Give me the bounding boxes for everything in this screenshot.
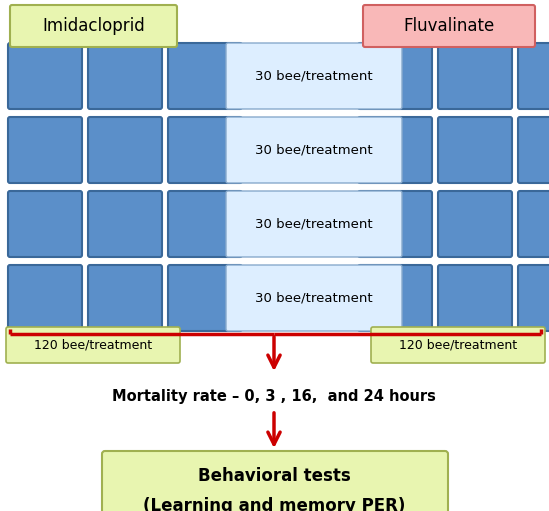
FancyBboxPatch shape [518, 117, 549, 183]
Text: Behavioral tests: Behavioral tests [198, 467, 350, 485]
FancyBboxPatch shape [168, 191, 242, 257]
FancyBboxPatch shape [8, 265, 82, 331]
FancyBboxPatch shape [518, 43, 549, 109]
FancyBboxPatch shape [168, 117, 242, 183]
FancyBboxPatch shape [102, 451, 448, 511]
FancyBboxPatch shape [8, 191, 82, 257]
FancyBboxPatch shape [168, 265, 242, 331]
FancyBboxPatch shape [358, 117, 432, 183]
FancyBboxPatch shape [88, 265, 162, 331]
FancyBboxPatch shape [88, 117, 162, 183]
Text: 30 bee/treatment: 30 bee/treatment [255, 291, 373, 305]
FancyBboxPatch shape [438, 117, 512, 183]
Text: 120 bee/treatment: 120 bee/treatment [34, 338, 152, 352]
FancyBboxPatch shape [8, 43, 82, 109]
FancyBboxPatch shape [371, 327, 545, 363]
Text: 30 bee/treatment: 30 bee/treatment [255, 218, 373, 230]
Text: Mortality rate – 0, 3 , 16,  and 24 hours: Mortality rate – 0, 3 , 16, and 24 hours [112, 388, 436, 404]
FancyBboxPatch shape [226, 191, 402, 257]
FancyBboxPatch shape [88, 191, 162, 257]
FancyBboxPatch shape [363, 5, 535, 47]
FancyBboxPatch shape [6, 327, 180, 363]
FancyBboxPatch shape [438, 265, 512, 331]
FancyBboxPatch shape [358, 191, 432, 257]
Text: Fluvalinate: Fluvalinate [404, 17, 495, 35]
Text: 120 bee/treatment: 120 bee/treatment [399, 338, 517, 352]
FancyBboxPatch shape [358, 265, 432, 331]
FancyBboxPatch shape [358, 43, 432, 109]
Text: Imidacloprid: Imidacloprid [42, 17, 145, 35]
FancyBboxPatch shape [88, 43, 162, 109]
FancyBboxPatch shape [518, 191, 549, 257]
FancyBboxPatch shape [438, 191, 512, 257]
FancyBboxPatch shape [168, 43, 242, 109]
Text: 30 bee/treatment: 30 bee/treatment [255, 69, 373, 82]
FancyBboxPatch shape [10, 5, 177, 47]
FancyBboxPatch shape [8, 117, 82, 183]
FancyBboxPatch shape [226, 43, 402, 109]
Text: 30 bee/treatment: 30 bee/treatment [255, 144, 373, 156]
FancyBboxPatch shape [226, 117, 402, 183]
FancyBboxPatch shape [226, 265, 402, 331]
FancyBboxPatch shape [518, 265, 549, 331]
Text: (Learning and memory PER): (Learning and memory PER) [143, 497, 405, 511]
FancyBboxPatch shape [438, 43, 512, 109]
